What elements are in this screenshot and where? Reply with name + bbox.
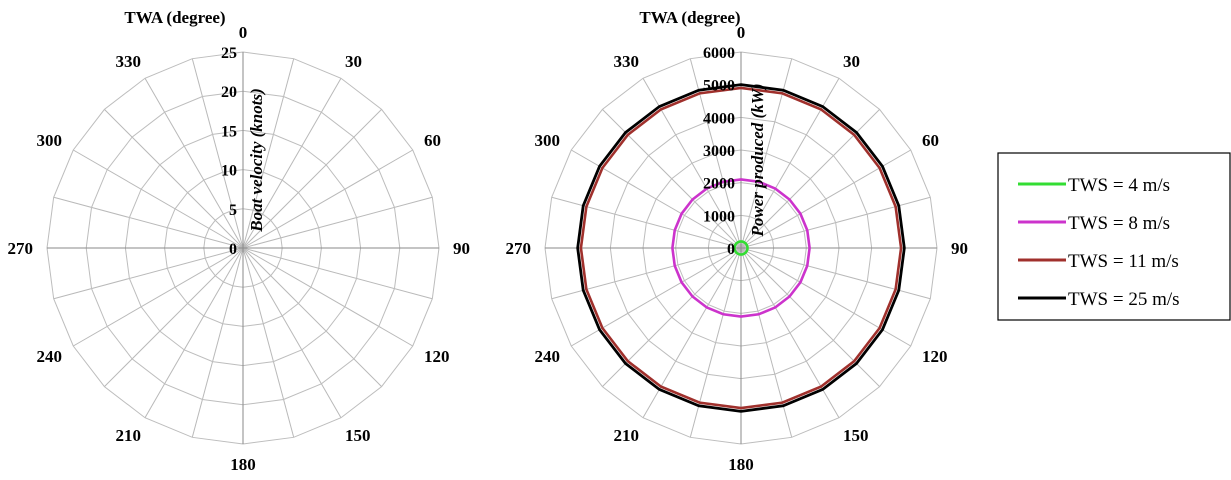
radial-tick-label: 0 (229, 241, 237, 258)
radial-tick-label: 25 (221, 45, 237, 62)
angle-tick-label: 90 (951, 239, 968, 258)
radial-gridline (242, 247, 342, 418)
legend-label: TWS = 8 m/s (1068, 213, 1170, 234)
radial-gridline (242, 78, 342, 249)
radial-tick-label: 5 (229, 202, 237, 219)
legend-label: TWS = 11 m/s (1068, 251, 1179, 272)
angle-tick-label: 30 (843, 52, 860, 71)
series-line (579, 86, 903, 410)
angle-tick-label: 270 (506, 239, 532, 258)
angle-tick-label: 0 (737, 23, 746, 42)
radial-gridline (104, 247, 244, 387)
radial-gridline (73, 149, 244, 249)
radial-tick-label: 1000 (703, 208, 735, 225)
radial-tick-label: 20 (221, 84, 237, 101)
radial-gridline (242, 196, 433, 249)
radial-tick-label: 15 (221, 123, 237, 140)
angle-tick-label: 180 (728, 455, 754, 474)
radial-gridline (191, 58, 244, 249)
boat-velocity-polar-chart: 0510152025030609012015018021024027030033… (8, 8, 471, 474)
angle-tick-label: 150 (345, 426, 371, 445)
radial-gridline (242, 247, 413, 347)
series-line (733, 240, 749, 256)
angle-tick-label: 330 (116, 52, 142, 71)
radial-gridline (242, 109, 382, 249)
radial-tick-label: 6000 (703, 45, 735, 62)
angle-tick-label: 30 (345, 52, 362, 71)
angle-tick-label: 0 (239, 23, 248, 42)
angle-tick-label: 210 (116, 426, 142, 445)
radial-gridline (242, 247, 382, 387)
radial-tick-label: 2000 (703, 176, 735, 193)
angle-tick-label: 60 (424, 131, 441, 150)
radial-tick-label: 5000 (703, 78, 735, 95)
legend-label: TWS = 4 m/s (1068, 175, 1170, 196)
radial-axis-title: Power produced (kW) (748, 84, 767, 238)
radial-tick-label: 10 (221, 163, 237, 180)
radial-gridline (73, 247, 244, 347)
radial-tick-label: 0 (727, 241, 735, 258)
angle-tick-label: 120 (424, 347, 450, 366)
angle-axis-title: TWA (degree) (124, 8, 225, 27)
angle-tick-label: 240 (534, 347, 560, 366)
angle-tick-label: 240 (36, 347, 62, 366)
angle-tick-label: 60 (922, 131, 939, 150)
legend-box (997, 152, 1231, 321)
angle-tick-label: 300 (534, 131, 560, 150)
radial-axis-title: Boat velocity (knots) (247, 88, 266, 233)
radial-gridline (144, 78, 244, 249)
radial-gridline (242, 58, 295, 249)
angle-tick-label: 330 (614, 52, 640, 71)
radial-gridline (191, 247, 244, 438)
radial-gridline (144, 247, 244, 418)
radial-gridline (242, 247, 295, 438)
series-line (671, 178, 811, 318)
angle-tick-label: 270 (8, 239, 34, 258)
series-line (576, 83, 906, 413)
radial-gridline (104, 109, 244, 249)
radial-tick-label: 4000 (703, 110, 735, 127)
legend: TWS = 4 m/s TWS = 8 m/s TWS = 11 m/s TWS = … (997, 152, 1231, 321)
radial-tick-label: 3000 (703, 143, 735, 160)
legend-label: TWS = 25 m/s (1068, 289, 1180, 310)
radial-gridline (53, 247, 244, 300)
angle-tick-label: 90 (453, 239, 470, 258)
angle-tick-label: 150 (843, 426, 869, 445)
radial-gridline (242, 149, 413, 249)
angle-axis-title: TWA (degree) (639, 8, 740, 27)
angle-tick-label: 120 (922, 347, 948, 366)
angle-tick-label: 180 (230, 455, 256, 474)
radial-gridline (53, 196, 244, 249)
angle-tick-label: 300 (36, 131, 62, 150)
angle-tick-label: 210 (614, 426, 640, 445)
radial-gridline (242, 247, 433, 300)
power-produced-polar-chart: 0100020003000400050006000030609012015018… (506, 8, 969, 474)
